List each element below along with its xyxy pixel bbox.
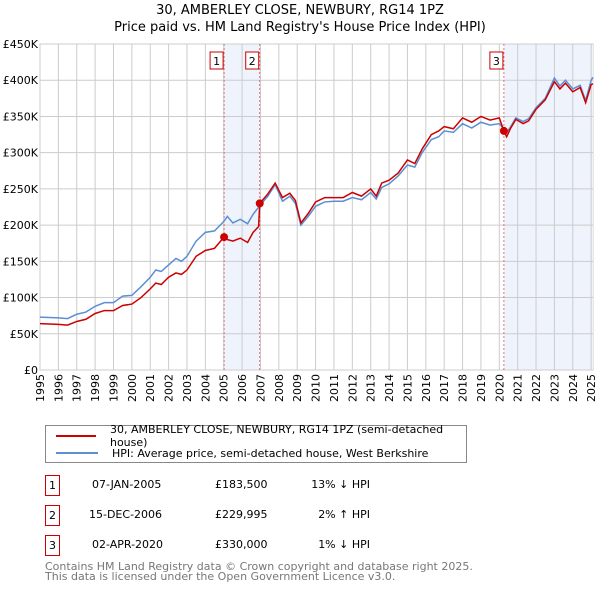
x-tick-label: 1997 bbox=[71, 374, 84, 402]
y-tick-label: £0 bbox=[24, 364, 38, 377]
y-tick-label: £150K bbox=[3, 255, 39, 268]
sale-marker-number: 3 bbox=[493, 55, 500, 68]
sale-number: 2 bbox=[45, 505, 60, 526]
sale-date: 15-DEC-2006 bbox=[89, 508, 163, 521]
sale-date: 07-JAN-2005 bbox=[92, 478, 162, 491]
sale-point bbox=[220, 233, 229, 242]
sale-hpi-diff: 13% ↓ HPI bbox=[311, 478, 370, 491]
sale-marker-number: 1 bbox=[213, 55, 220, 68]
x-tick-label: 2009 bbox=[291, 374, 304, 402]
x-tick-label: 2008 bbox=[273, 374, 286, 402]
x-tick-label: 2022 bbox=[530, 374, 543, 402]
legend-label: 30, AMBERLEY CLOSE, NEWBURY, RG14 1PZ (s… bbox=[109, 423, 444, 449]
x-tick-label: 2000 bbox=[126, 374, 139, 402]
sale-marker-box bbox=[489, 51, 504, 70]
x-tick-label: 2002 bbox=[163, 374, 176, 402]
x-tick-label: 1996 bbox=[52, 374, 65, 402]
legend-label: HPI: Average price, semi-detached house,… bbox=[112, 446, 429, 460]
sale-marker-number: 2 bbox=[249, 55, 256, 68]
x-tick-label: 2011 bbox=[328, 374, 341, 402]
x-tick-label: 2024 bbox=[567, 374, 580, 402]
sale-point bbox=[255, 199, 264, 208]
y-tick-label: £200K bbox=[3, 219, 39, 232]
x-tick-label: 2010 bbox=[310, 374, 323, 402]
legend-item-hpi: HPI: Average price, semi-detached house,… bbox=[56, 445, 428, 461]
x-tick-label: 2003 bbox=[181, 374, 194, 402]
x-tick-label: 2013 bbox=[365, 374, 378, 402]
chart-subtitle: Price paid vs. HM Land Registry's House … bbox=[114, 20, 486, 35]
x-tick-label: 1999 bbox=[107, 374, 120, 402]
footer-copyright: Contains HM Land Registry data © Crown c… bbox=[45, 560, 473, 573]
y-tick-label: £250K bbox=[3, 183, 39, 196]
y-tick-label: £50K bbox=[10, 328, 39, 341]
sale-price: £183,500 bbox=[215, 478, 268, 491]
shaded-region bbox=[503, 44, 593, 370]
y-tick-label: £350K bbox=[3, 110, 39, 123]
x-tick-label: 2020 bbox=[493, 374, 506, 402]
y-tick-label: £400K bbox=[3, 74, 39, 87]
sale-price: £330,000 bbox=[215, 538, 268, 551]
x-tick-label: 2023 bbox=[548, 374, 561, 402]
sale-price: £229,995 bbox=[215, 508, 268, 521]
x-tick-label: 1998 bbox=[89, 374, 102, 402]
x-tick-label: 2014 bbox=[383, 374, 396, 402]
sale-date: 02-APR-2020 bbox=[92, 538, 164, 551]
x-tick-label: 2019 bbox=[475, 374, 488, 402]
hpi-line bbox=[39, 76, 594, 320]
footer-licence: This data is licensed under the Open Gov… bbox=[45, 570, 396, 583]
x-tick-label: 2007 bbox=[254, 374, 267, 402]
price-chart: 1995 1996 1997 1998 1999 2000 2001 2002 2003 2004… bbox=[3, 38, 598, 402]
x-tick-label: 2012 bbox=[346, 374, 359, 402]
x-tick-label: 2004 bbox=[199, 374, 212, 402]
sale-point bbox=[499, 126, 508, 135]
chart-title: 30, AMBERLEY CLOSE, NEWBURY, RG14 1PZ bbox=[156, 3, 444, 18]
sale-marker-box bbox=[209, 51, 224, 70]
y-tick-label: £450K bbox=[3, 38, 39, 51]
legend-item-property: 30, AMBERLEY CLOSE, NEWBURY, RG14 1PZ (s… bbox=[56, 423, 466, 449]
x-tick-label: 2005 bbox=[218, 374, 231, 402]
sale-number: 1 bbox=[45, 475, 60, 496]
x-tick-label: 2006 bbox=[236, 374, 249, 402]
y-tick-label: £300K bbox=[3, 147, 39, 160]
x-tick-label: 2001 bbox=[144, 374, 157, 402]
x-tick-label: 2015 bbox=[401, 374, 414, 402]
red-line-swatch bbox=[56, 435, 96, 437]
legend: 30, AMBERLEY CLOSE, NEWBURY, RG14 1PZ (s… bbox=[45, 423, 467, 463]
x-tick-label: 2018 bbox=[457, 374, 470, 402]
property-price-line bbox=[39, 80, 594, 326]
sale-hpi-diff: 1% ↓ HPI bbox=[318, 538, 370, 551]
x-tick-label: 2021 bbox=[512, 374, 525, 402]
sale-number: 3 bbox=[45, 535, 60, 556]
blue-line-swatch bbox=[56, 452, 98, 454]
x-tick-label: 2025 bbox=[585, 374, 598, 402]
x-tick-label: 2017 bbox=[438, 374, 451, 402]
sale-marker-box bbox=[245, 51, 260, 70]
x-tick-label: 1995 bbox=[34, 374, 47, 402]
y-tick-label: £100K bbox=[3, 292, 39, 305]
x-tick-label: 2016 bbox=[420, 374, 433, 402]
sale-hpi-diff: 2% ↑ HPI bbox=[318, 508, 370, 521]
